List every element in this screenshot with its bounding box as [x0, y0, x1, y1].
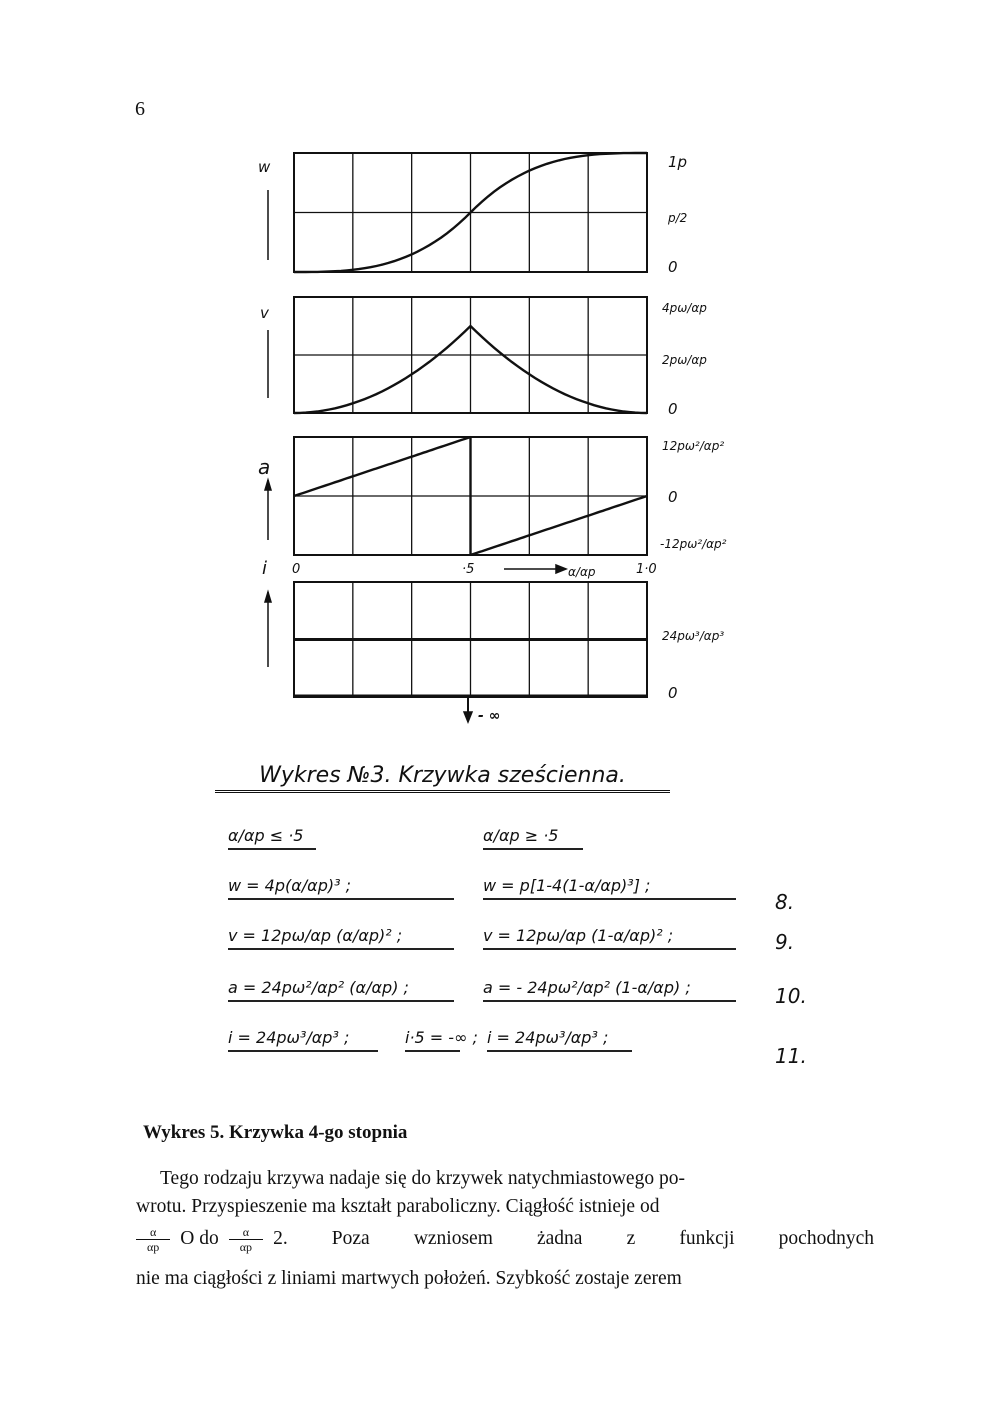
- fraction-denominator: αp: [239, 1239, 253, 1254]
- paragraph-line-3: α αp O do α αp 2. Poza wzniosem żadna z fu…: [136, 1224, 874, 1254]
- velocity-curve: [293, 324, 648, 415]
- infinity-label: - ∞: [478, 708, 500, 724]
- a-arrowhead: [263, 477, 273, 491]
- fraction-1: α αp: [136, 1225, 171, 1254]
- equation-number-9: 9.: [775, 930, 795, 954]
- axis-label-w: w: [258, 158, 271, 176]
- formula-i-middle: i·5 = -∞ ;: [405, 1028, 478, 1052]
- formula-a-right: a = - 24pω²/αp² (1-α/αp) ;: [483, 978, 736, 1002]
- paragraph-line-1: Tego rodzaju krzywa nadaje się do krzywe…: [160, 1168, 685, 1189]
- paragraph-line-4: nie ma ciągłości z liniami martwych poło…: [136, 1268, 682, 1289]
- formula-w-right: w = p[1-4(1-α/αp)³] ;: [483, 876, 736, 900]
- w-label-top: 1p: [668, 153, 687, 171]
- fraction-denominator: αp: [147, 1239, 160, 1254]
- fraction-numerator: α: [136, 1225, 171, 1240]
- text-rest: 2. Poza wzniosem żadna z funkcji pochodn…: [273, 1228, 874, 1249]
- equation-number-10: 10.: [775, 984, 807, 1008]
- paragraph-line-2: wrotu. Przyspieszenie ma kształt parabol…: [136, 1196, 660, 1217]
- w-label-zero: 0: [668, 258, 678, 276]
- x-tick-0: 0: [292, 562, 300, 577]
- acceleration-curve-rising: [293, 435, 471, 498]
- formula-v-left: v = 12pω/αp (α/αp)² ;: [228, 926, 454, 950]
- section-heading: Wykres 5. Krzywka 4-go stopnia: [143, 1122, 408, 1143]
- equation-number-11: 11.: [775, 1044, 807, 1068]
- x-axis-label: α/αp: [568, 565, 596, 579]
- i-arrowhead: [263, 589, 273, 603]
- text-o-do: O do: [180, 1228, 219, 1249]
- v-label-mid: 2pω/αp: [662, 353, 707, 367]
- x-axis-arrowhead: [555, 563, 569, 575]
- a-label-bottom: -12pω²/αp²: [660, 537, 727, 551]
- equation-number-8: 8.: [775, 890, 795, 914]
- v-label-zero: 0: [668, 400, 678, 418]
- w-label-mid: p/2: [667, 211, 687, 225]
- v-label-top: 4pω/αp: [662, 301, 707, 315]
- figure-caption: Wykres №3. Krzywka sześcienna.: [215, 763, 670, 793]
- formula-a-left: a = 24pω²/αp² (α/αp) ;: [228, 978, 454, 1002]
- page-number: 6: [135, 98, 145, 120]
- axis-label-a: a: [258, 455, 270, 479]
- acceleration-curve-falling: [470, 494, 648, 557]
- displacement-curve: [294, 151, 647, 274]
- axis-label-v: v: [260, 304, 270, 322]
- x-tick-05: ·5: [462, 562, 474, 577]
- formula-i-right: i = 24pω³/αp³ ;: [487, 1028, 632, 1052]
- i-label-zero: 0: [668, 684, 678, 702]
- axis-label-i: i: [262, 558, 267, 579]
- x-tick-1: 1·0: [636, 562, 657, 577]
- fraction-2: α αp: [228, 1225, 264, 1254]
- infinity-arrowhead: [462, 711, 474, 725]
- formula-w-left: w = 4p(α/αp)³ ;: [228, 876, 454, 900]
- condition-right: α/αp ≥ ·5: [483, 826, 583, 850]
- a-label-zero: 0: [668, 488, 678, 506]
- condition-left: α/αp ≤ ·5: [228, 826, 316, 850]
- fraction-numerator: α: [228, 1225, 264, 1240]
- i-label-mid: 24pω³/αp³: [662, 629, 724, 643]
- formula-v-right: v = 12pω/αp (1-α/αp)² ;: [483, 926, 736, 950]
- a-label-top: 12pω²/αp²: [662, 439, 724, 453]
- formula-i-left: i = 24pω³/αp³ ;: [228, 1028, 378, 1052]
